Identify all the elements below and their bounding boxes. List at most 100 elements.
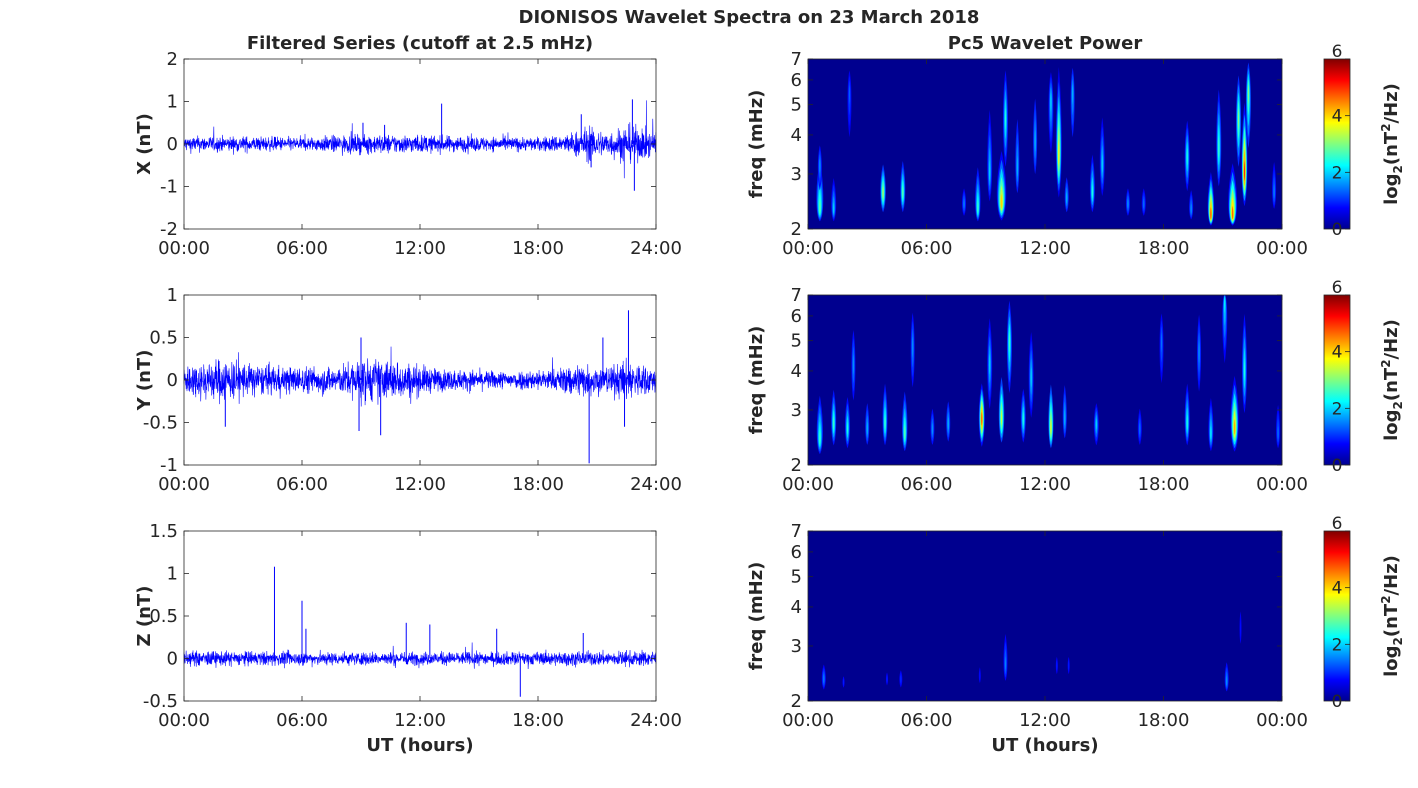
left-column-title: Filtered Series (cutoff at 2.5 mHz) — [247, 33, 593, 54]
power-blob — [882, 186, 884, 199]
y-tick-label: 5 — [791, 95, 802, 116]
y-axis-label: freq (mHz) — [746, 326, 767, 435]
y-tick-label: 5 — [791, 567, 802, 588]
y-axis-label: X (nT) — [134, 113, 155, 175]
colorbar-label-part: 2 — [1379, 123, 1393, 131]
y-tick-label: 3 — [791, 400, 802, 421]
colorbar-tick-label: 2 — [1332, 635, 1343, 655]
x-tick-label: 00:00 — [158, 710, 210, 731]
power-blob — [1210, 207, 1212, 220]
power-blob — [1247, 84, 1249, 105]
power-blob — [1198, 341, 1200, 364]
colorbar-label-part: (nT — [1381, 131, 1402, 165]
power-blob — [1127, 198, 1129, 209]
y-tick-label: 0.5 — [149, 606, 178, 627]
power-blob — [1240, 619, 1242, 638]
power-blob — [1000, 193, 1003, 209]
y-tick-label: 7 — [791, 49, 802, 70]
colorbar-label-part: /Hz) — [1381, 555, 1402, 595]
power-blob — [819, 429, 821, 445]
power-blob — [1064, 409, 1066, 426]
colorbar-tick-label: 6 — [1332, 278, 1343, 298]
power-blob — [819, 158, 821, 173]
y-tick-label: 0 — [167, 370, 178, 391]
y-tick-label: 0 — [167, 134, 178, 155]
power-blob — [1008, 331, 1010, 353]
power-blob — [1273, 184, 1275, 199]
y-tick-label: 2 — [791, 219, 802, 240]
y-tick-label: 3 — [791, 636, 802, 657]
power-blob — [833, 415, 835, 431]
power-blob — [1186, 148, 1188, 166]
x-tick-label: 18:00 — [1138, 710, 1190, 731]
power-blob — [963, 198, 965, 209]
spectrum-background — [808, 295, 1282, 465]
power-blob — [931, 422, 933, 435]
power-blob — [866, 421, 868, 435]
figure-title: DIONISOS Wavelet Spectra on 23 March 201… — [519, 7, 980, 28]
y-tick-label: 0 — [167, 649, 178, 670]
power-blob — [1210, 425, 1212, 440]
power-blob — [1022, 411, 1024, 426]
y-tick-label: 7 — [791, 285, 802, 306]
power-blob — [1068, 660, 1070, 671]
power-blob — [947, 417, 949, 431]
colorbar-label-part: log — [1381, 173, 1402, 204]
x-tick-label: 12:00 — [394, 474, 446, 495]
x-tick-label: 24:00 — [630, 710, 682, 731]
x-tick-label: 24:00 — [630, 238, 682, 259]
power-blob — [1034, 129, 1036, 152]
colorbar-label-part: log — [1381, 645, 1402, 676]
power-blob — [979, 670, 981, 681]
y-tick-label: -2 — [160, 219, 178, 240]
series-panel-3: 00:00 06:00 12:00 18:00 24:00 -0.5 0 0.5 1 1.5 Z (… — [134, 521, 682, 756]
x-tick-label: 18:00 — [1138, 238, 1190, 259]
power-blob — [1101, 154, 1103, 173]
power-blob — [1072, 84, 1074, 105]
y-axis-label: Y (nT) — [134, 350, 155, 412]
x-tick-label: 12:00 — [394, 238, 446, 259]
spectrum-background — [808, 531, 1282, 701]
colorbar-tick-label: 6 — [1332, 514, 1343, 534]
power-blob — [1001, 409, 1003, 426]
power-blob — [1050, 92, 1052, 112]
x-tick-label: 00:00 — [782, 710, 834, 731]
power-blob — [1005, 107, 1006, 131]
colorbar-label-part: 2 — [1391, 165, 1405, 173]
x-tick-label: 00:00 — [1256, 238, 1308, 259]
power-blob — [884, 414, 886, 431]
spectrum-background — [808, 59, 1282, 229]
y-tick-label: 4 — [791, 361, 802, 382]
power-blob — [1016, 155, 1018, 177]
power-blob — [819, 198, 821, 214]
power-blob — [1224, 296, 1226, 314]
power-blob — [989, 159, 991, 182]
y-tick-label: 6 — [791, 306, 802, 327]
y-tick-label: -0.5 — [143, 413, 178, 434]
colorbar-label: log2(nT2/Hz) — [1379, 83, 1405, 205]
colorbar-label: log2(nT2/Hz) — [1379, 319, 1405, 441]
power-blob — [1143, 198, 1145, 209]
colorbar — [1323, 530, 1351, 702]
x-tick-label: 06:00 — [276, 238, 328, 259]
power-blob — [1005, 656, 1006, 671]
colorbar-label-part: (nT — [1381, 367, 1402, 401]
colorbar-tick-label: 4 — [1332, 107, 1343, 127]
y-tick-label: 1 — [167, 564, 178, 585]
x-tick-label: 18:00 — [512, 474, 564, 495]
x-tick-label: 12:00 — [1019, 238, 1071, 259]
power-blobs — [816, 62, 1277, 226]
colorbar-label-part: 2 — [1379, 359, 1393, 367]
x-tick-label: 06:00 — [276, 474, 328, 495]
y-tick-label: 2 — [167, 49, 178, 70]
x-tick-label: 12:00 — [1019, 474, 1071, 495]
y-tick-label: 0.5 — [149, 328, 178, 349]
power-blob — [912, 336, 914, 358]
x-tick-label: 18:00 — [512, 710, 564, 731]
colorbar-tick-label: 6 — [1332, 42, 1343, 62]
power-blob — [1056, 660, 1058, 671]
colorbar-tick-label: 4 — [1332, 343, 1343, 363]
x-tick-label: 06:00 — [901, 238, 953, 259]
power-blob — [1190, 203, 1192, 214]
